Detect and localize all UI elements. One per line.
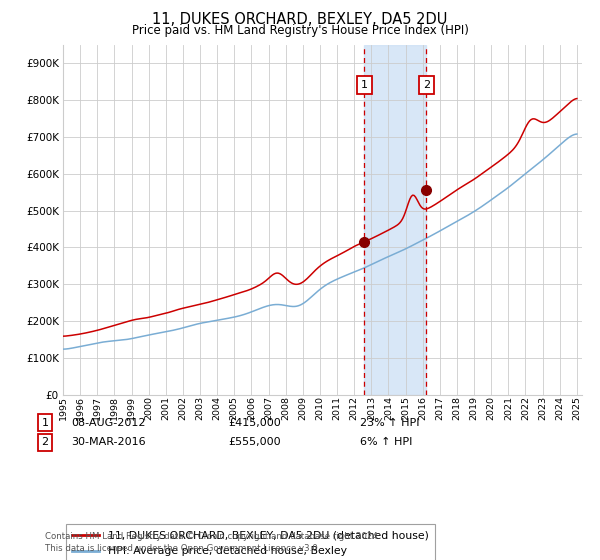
Text: 1: 1 [41, 418, 49, 428]
Text: 6% ↑ HPI: 6% ↑ HPI [360, 437, 412, 447]
Legend: 11, DUKES ORCHARD, BEXLEY, DA5 2DU (detached house), HPI: Average price, detache: 11, DUKES ORCHARD, BEXLEY, DA5 2DU (deta… [66, 525, 436, 560]
Text: 30-MAR-2016: 30-MAR-2016 [71, 437, 145, 447]
Text: £555,000: £555,000 [228, 437, 281, 447]
Text: 08-AUG-2012: 08-AUG-2012 [71, 418, 145, 428]
Text: Price paid vs. HM Land Registry's House Price Index (HPI): Price paid vs. HM Land Registry's House … [131, 24, 469, 36]
Text: 2: 2 [423, 80, 430, 90]
Text: Contains HM Land Registry data © Crown copyright and database right 2024.
This d: Contains HM Land Registry data © Crown c… [45, 533, 380, 553]
Text: 11, DUKES ORCHARD, BEXLEY, DA5 2DU: 11, DUKES ORCHARD, BEXLEY, DA5 2DU [152, 12, 448, 27]
Bar [364, 45, 427, 395]
Text: 1: 1 [361, 80, 368, 90]
Text: £415,000: £415,000 [228, 418, 281, 428]
Text: 2: 2 [41, 437, 49, 447]
Text: 23% ↑ HPI: 23% ↑ HPI [360, 418, 419, 428]
